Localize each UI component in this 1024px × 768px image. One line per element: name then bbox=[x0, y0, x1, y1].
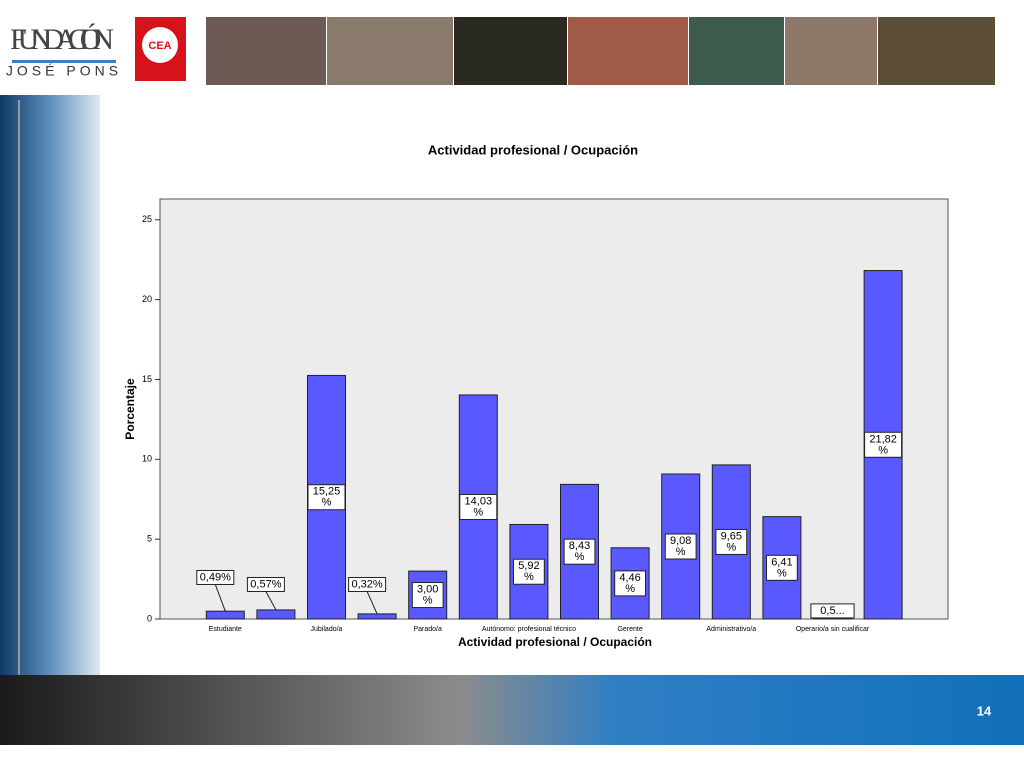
photo bbox=[327, 17, 453, 85]
data-label-text: 4,46% bbox=[619, 572, 640, 595]
data-label-box bbox=[246, 576, 285, 592]
data-label: 8,43% bbox=[563, 538, 596, 565]
data-label-text: 8,43% bbox=[569, 540, 590, 563]
data-label-text: 0,49% bbox=[200, 571, 231, 583]
data-label: 15,25% bbox=[307, 484, 346, 511]
data-label-text: 9,08% bbox=[670, 535, 691, 558]
y-tick-label: 25 bbox=[142, 214, 152, 224]
y-tick-label: 0 bbox=[147, 613, 152, 623]
photo bbox=[878, 17, 995, 85]
data-label-box bbox=[766, 554, 798, 581]
side-panel bbox=[0, 95, 100, 685]
data-label-text: 0,32% bbox=[351, 578, 382, 590]
y-tick-label: 5 bbox=[147, 534, 152, 544]
photo bbox=[568, 17, 688, 85]
data-label-box bbox=[563, 538, 596, 565]
data-label-box bbox=[459, 493, 498, 520]
data-label: 3,00% bbox=[411, 582, 444, 609]
data-label-box bbox=[196, 569, 235, 585]
data-label-box bbox=[513, 558, 545, 585]
page-number: 14 bbox=[977, 703, 992, 718]
bar bbox=[205, 610, 245, 620]
data-label-box bbox=[810, 603, 855, 619]
data-label: 0,32% bbox=[348, 576, 387, 592]
data-label: 5,92% bbox=[513, 558, 545, 585]
photo bbox=[785, 17, 877, 85]
badge-circle bbox=[142, 27, 178, 63]
data-label: 14,03% bbox=[459, 493, 498, 520]
data-label-box bbox=[864, 431, 903, 458]
x-tick-label: Jubilado/a bbox=[311, 626, 343, 633]
data-label: 9,08% bbox=[664, 533, 697, 560]
data-label-text: 0,57% bbox=[250, 578, 281, 590]
data-label-box bbox=[307, 484, 346, 511]
data-label-box bbox=[715, 528, 748, 555]
footer-bottom bbox=[0, 745, 1024, 768]
data-label: 21,82% bbox=[864, 431, 903, 458]
data-label-text: 6,41% bbox=[771, 556, 792, 579]
data-label-text: 21,82% bbox=[869, 433, 897, 456]
plot-area bbox=[159, 198, 949, 620]
logo-title: FUNDACIÓN bbox=[10, 23, 114, 56]
data-label-text: 5,92% bbox=[518, 560, 539, 583]
logo-subtitle: JOSÉ PONS bbox=[6, 63, 122, 79]
footer-band bbox=[0, 675, 1024, 745]
data-label: 0,57% bbox=[246, 576, 285, 592]
x-axis-label: Actividad profesional / Ocupación bbox=[458, 635, 652, 649]
x-tick-label: Gerente bbox=[617, 626, 642, 633]
x-tick-label: Operario/a sin cualificar bbox=[796, 626, 870, 633]
y-tick-label: 10 bbox=[142, 454, 152, 464]
x-tick-label: Administrativo/a bbox=[706, 626, 756, 633]
data-label: 4,46% bbox=[614, 570, 647, 597]
chart-title: Actividad profesional / Ocupación bbox=[428, 142, 638, 157]
data-label: 6,41% bbox=[766, 554, 798, 581]
x-tick-label: Parado/a bbox=[413, 626, 442, 633]
bar bbox=[357, 613, 397, 620]
photo bbox=[689, 17, 784, 85]
data-label-text: 9,65% bbox=[721, 530, 742, 553]
data-label-box bbox=[411, 582, 444, 609]
data-label-text: 3,00% bbox=[417, 583, 438, 606]
x-tick-label: Estudiante bbox=[209, 626, 242, 633]
logo-rule bbox=[12, 60, 116, 63]
data-label-box bbox=[348, 576, 387, 592]
y-axis-label: Porcentaje bbox=[123, 378, 137, 440]
y-tick-label: 15 bbox=[142, 374, 152, 384]
bar bbox=[256, 609, 296, 620]
data-label-text: 15,25% bbox=[313, 486, 341, 509]
data-label-text: 14,03% bbox=[465, 495, 493, 518]
photo bbox=[206, 17, 326, 85]
data-label: 0,5... bbox=[810, 603, 855, 619]
badge-text: CEA bbox=[148, 40, 171, 52]
photo bbox=[454, 17, 567, 85]
data-label-text: 0,5... bbox=[820, 605, 844, 617]
label-leader bbox=[366, 591, 378, 615]
label-leader bbox=[214, 584, 226, 612]
label-leader bbox=[265, 591, 277, 611]
data-label: 0,49% bbox=[196, 569, 235, 585]
x-tick-label: Autónomo: profesional técnico bbox=[482, 626, 576, 633]
data-label: 9,65% bbox=[715, 528, 748, 555]
y-tick-label: 20 bbox=[142, 294, 152, 304]
data-label-box bbox=[614, 570, 647, 597]
data-label-box bbox=[664, 533, 697, 560]
